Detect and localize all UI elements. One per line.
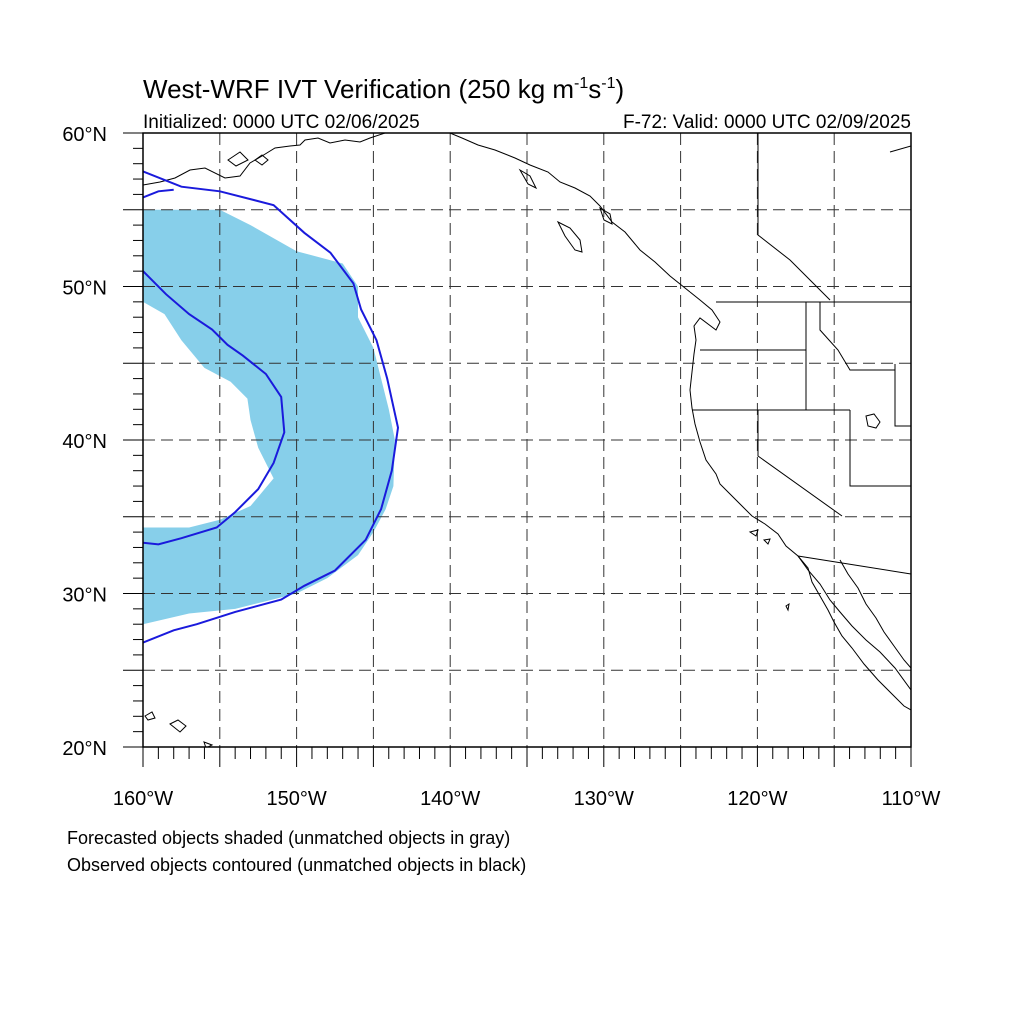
map-area (143, 133, 911, 747)
y-tick-label: 50°N (62, 278, 107, 300)
channel-islands (748, 529, 790, 612)
valid-label: F-72: Valid: 0000 UTC 02/09/2025 (623, 112, 911, 133)
y-tick-label: 60°N (62, 124, 107, 146)
forecast-ivt-object (143, 209, 395, 625)
initialized-label: Initialized: 0000 UTC 02/06/2025 (143, 112, 420, 133)
observed-contour-outer (143, 170, 400, 644)
us-west-coast (689, 291, 911, 691)
lat-lon-gridlines (143, 133, 911, 747)
y-tick-label: 20°N (62, 738, 107, 760)
title-main: West-WRF IVT Verification (250 kg m (143, 74, 574, 104)
title-exp2: -1 (601, 75, 615, 92)
bc-islands (518, 168, 613, 253)
title-close: ) (616, 74, 625, 104)
legend-forecast-note: Forecasted objects shaded (unmatched obj… (67, 828, 510, 848)
map-title: West-WRF IVT Verification (250 kg m-1s-1… (143, 74, 624, 104)
x-tick-label: 130°W (574, 788, 634, 810)
x-tick-label: 110°W (882, 788, 941, 810)
x-tick-label: 120°W (727, 788, 787, 810)
alaska-coast (143, 133, 691, 293)
observed-contour-small (143, 188, 174, 199)
legend-observed-note: Observed objects contoured (unmatched ob… (67, 855, 526, 875)
x-tick-label: 160°W (113, 788, 173, 810)
gulf-coast-mexico (839, 559, 911, 669)
x-axis-labels: 160°W 150°W 140°W 130°W 120°W 110°W (113, 788, 941, 810)
y-axis-labels: 20°N 30°N 40°N 50°N 60°N (62, 124, 107, 760)
title-mid: s (588, 74, 601, 104)
x-tick-label: 150°W (266, 788, 326, 810)
baja-california (797, 555, 911, 711)
title-exp1: -1 (574, 75, 588, 92)
great-salt-lake (865, 413, 881, 429)
canada-rockies (889, 145, 911, 153)
observed-contour-inner (143, 270, 286, 546)
x-tick-label: 140°W (420, 788, 480, 810)
observed-ivt-contours (143, 170, 400, 644)
y-tick-label: 40°N (62, 431, 107, 453)
axis-ticks (123, 132, 912, 767)
state-borders (692, 133, 911, 575)
y-tick-label: 30°N (62, 585, 107, 607)
